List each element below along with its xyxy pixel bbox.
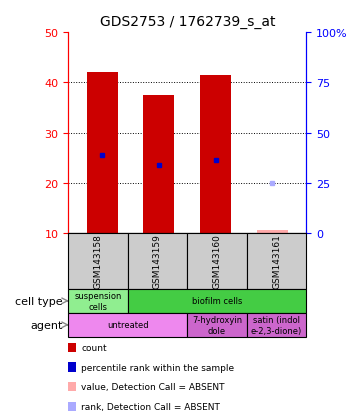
Text: untreated: untreated [107,320,148,330]
Text: 7-hydroxyin
dole: 7-hydroxyin dole [192,316,242,335]
Text: biofilm cells: biofilm cells [192,297,242,306]
Bar [87,73,118,233]
Bar [144,96,175,233]
Text: rank, Detection Call = ABSENT: rank, Detection Call = ABSENT [81,402,220,411]
Text: GSM143159: GSM143159 [153,234,162,289]
Text: percentile rank within the sample: percentile rank within the sample [81,363,234,372]
Text: count: count [81,343,107,352]
Bar [257,231,288,233]
Text: value, Detection Call = ABSENT: value, Detection Call = ABSENT [81,382,225,392]
Text: suspension
cells: suspension cells [74,292,122,311]
Title: GDS2753 / 1762739_s_at: GDS2753 / 1762739_s_at [99,15,275,29]
Text: GSM143161: GSM143161 [272,234,281,289]
Text: satin (indol
e-2,3-dione): satin (indol e-2,3-dione) [251,316,302,335]
Bar [200,76,231,233]
Text: GSM143160: GSM143160 [212,234,222,289]
Text: agent: agent [31,320,63,330]
Text: GSM143158: GSM143158 [93,234,103,289]
Text: cell type: cell type [15,296,63,306]
